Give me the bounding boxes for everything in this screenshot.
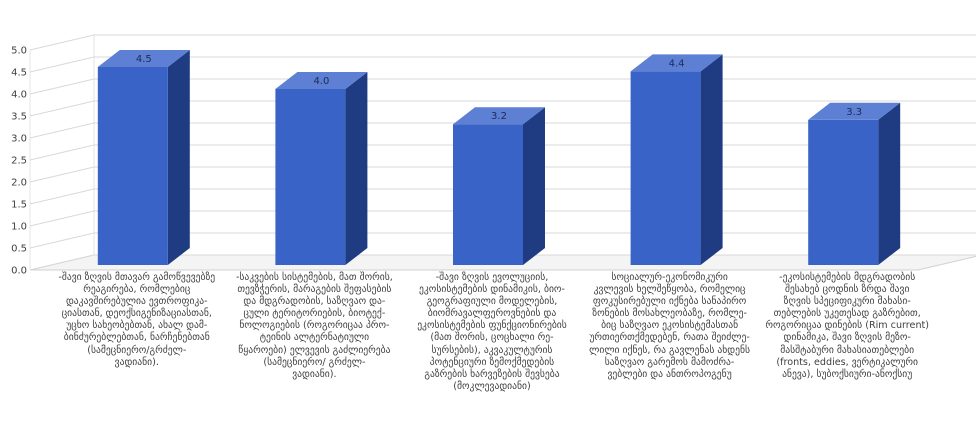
- y-axis-tick-labels: 0.0 0.5 1.0 1.5 2.0 2.5 3.0 3.5 4.0 4.5 5.0: [11, 46, 27, 277]
- bar-front: [275, 89, 346, 265]
- bar-top: [453, 107, 545, 125]
- bar-top: [275, 72, 368, 89]
- data-label: 4.4: [669, 58, 685, 69]
- x-category-label: -შავი ზღვის მთავარ გამოწვევებზე რეაგირებ…: [58, 272, 216, 368]
- bar-top: [97, 50, 190, 67]
- bar: [808, 102, 901, 265]
- y-tick-label: 3.5: [11, 112, 27, 123]
- bars: [97, 50, 901, 266]
- data-label: 4.0: [313, 76, 329, 87]
- y-tick-label: 0.0: [11, 266, 27, 277]
- data-label: 3.2: [491, 111, 507, 122]
- y-tick-label: 2.5: [11, 156, 27, 167]
- bar: [630, 54, 723, 266]
- bar-front: [97, 67, 168, 265]
- y-tick-label: 0.5: [11, 244, 27, 255]
- x-category-label: -შავი ზღვის ევოლუციის, ეკოსისტემების დინ…: [417, 272, 567, 392]
- data-label: 4.5: [136, 54, 152, 65]
- bar-side: [523, 107, 545, 265]
- bar-front: [630, 71, 701, 266]
- y-tick-label: 3.0: [11, 134, 27, 145]
- data-labels: 4.5 4.0 3.2 4.4 3.3: [136, 54, 862, 122]
- bar-front: [453, 124, 523, 265]
- y-tick-label: 4.5: [11, 68, 27, 79]
- bar-side: [700, 54, 723, 266]
- bar: [275, 72, 368, 265]
- x-category-label: -ეკოსისტემების მდგრადობის შესახებ ცოდნის…: [765, 272, 930, 380]
- y-tick-label: 4.0: [11, 90, 27, 101]
- y-tick-label: 2.0: [11, 178, 27, 189]
- bar-top: [808, 102, 901, 120]
- bar-side: [878, 102, 901, 265]
- bar: [453, 107, 545, 265]
- gridline: [29, 34, 976, 51]
- x-category-label: სოციალურ-ეკონომიკური კვლევის ხელშეწყობა,…: [589, 272, 751, 380]
- bar-top: [630, 54, 723, 72]
- bar: [97, 50, 190, 265]
- y-tick-label: 5.0: [11, 46, 27, 57]
- bar-side: [167, 50, 190, 265]
- data-label: 3.3: [846, 107, 862, 118]
- x-category-label: -საკვების სისტემების, მათ შორის, თევზჭერ…: [235, 272, 393, 380]
- bar-front: [808, 119, 879, 265]
- y-tick-label: 1.5: [11, 200, 27, 211]
- bar-side: [345, 72, 368, 265]
- y-tick-label: 1.0: [11, 222, 27, 233]
